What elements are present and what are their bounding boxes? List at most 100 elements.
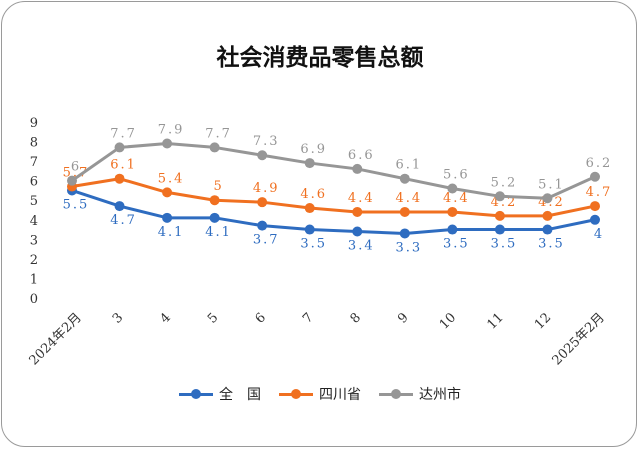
data-point [209,212,220,223]
data-label: 3.7 [253,233,280,248]
data-point [542,193,553,204]
data-label: 6.2 [586,156,613,171]
data-label: 5.6 [443,167,470,182]
data-label: 3.5 [443,237,470,252]
y-tick-label: 3 [30,233,38,248]
x-tick-label: 5 [205,310,221,326]
data-label: 4.7 [586,185,613,200]
data-label: 6.1 [395,158,422,173]
data-label: 6.6 [348,148,375,163]
data-point [209,142,220,153]
data-label: 4.9 [253,181,280,196]
y-tick-label: 6 [30,175,38,190]
data-point [352,226,363,237]
data-point [162,138,173,149]
data-point [257,197,268,208]
legend-marker-icon [379,388,413,400]
data-label: 6 [71,160,81,175]
x-tick-label: 2025年2月 [550,310,608,368]
y-tick-label: 2 [30,253,38,268]
data-point [494,210,505,221]
data-label: 4.4 [395,191,422,206]
data-label: 7.3 [253,134,280,149]
data-point [494,191,505,202]
legend-marker-icon [279,388,313,400]
data-label: 3.5 [300,237,327,252]
data-point [399,206,410,217]
data-label: 6.9 [300,142,327,157]
x-tick-label: 7 [300,310,316,326]
data-point [447,183,458,194]
data-label: 7.9 [158,123,185,138]
data-label: 5 [213,179,223,194]
data-point [542,224,553,235]
y-tick-label: 1 [30,272,38,287]
legend-label: 四川省 [319,387,361,403]
y-tick-label: 7 [30,155,38,170]
x-tick-label: 8 [348,310,364,326]
data-label: 4 [594,227,604,242]
data-point [162,187,173,198]
legend-label: 全 国 [219,387,261,403]
data-label: 5.7 [63,166,90,181]
data-label: 4.7 [110,213,137,228]
x-tick-label: 9 [395,310,411,326]
data-label: 4.4 [348,191,375,206]
legend-item: 四川省 [279,384,361,404]
data-point [257,220,268,231]
legend-item: 全 国 [179,384,261,404]
data-label: 4.4 [443,191,470,206]
x-tick-label: 11 [484,310,506,332]
data-point [114,173,125,184]
y-tick-label: 9 [30,116,38,131]
data-label: 3.5 [538,237,565,252]
data-point [399,173,410,184]
data-point [352,206,363,217]
data-label: 5.5 [63,197,90,212]
data-point [162,212,173,223]
series-line [71,142,596,200]
data-label: 5.4 [158,171,185,186]
data-point [494,224,505,235]
x-tick-label: 6 [253,310,269,326]
data-point [257,150,268,161]
data-label: 6.1 [110,158,137,173]
data-point [447,206,458,217]
y-tick-label: 0 [30,292,38,307]
data-label: 5.1 [538,177,565,192]
data-point [209,195,220,206]
data-label: 4.1 [205,225,232,240]
y-tick-label: 8 [30,136,38,151]
data-point [352,163,363,174]
data-point [542,210,553,221]
chart-title: 社会消费品零售总额 [216,45,424,71]
data-label: 4.6 [300,187,327,202]
chart-legend: 全 国 四川省 达州市 [0,384,640,404]
data-point [590,201,600,212]
data-point [399,228,410,239]
data-point [590,171,600,182]
data-point [304,158,315,169]
x-tick-label: 10 [437,310,459,332]
data-label: 3.3 [395,240,422,255]
legend-marker-icon [179,388,213,400]
data-point [304,224,315,235]
x-tick-label: 12 [532,310,554,332]
y-tick-label: 5 [30,194,38,209]
data-point [114,201,125,212]
legend-label: 达州市 [419,387,461,403]
data-label: 3.5 [491,237,518,252]
data-point [590,214,600,225]
y-tick-label: 4 [30,214,38,229]
data-point [114,142,125,153]
data-label: 7.7 [205,126,232,141]
x-tick-label: 2024年2月 [27,310,85,368]
data-label: 7.7 [110,126,137,141]
data-point [67,175,77,186]
data-label: 4.1 [158,225,185,240]
data-point [447,224,458,235]
data-point [304,203,315,214]
series-line [71,177,596,218]
